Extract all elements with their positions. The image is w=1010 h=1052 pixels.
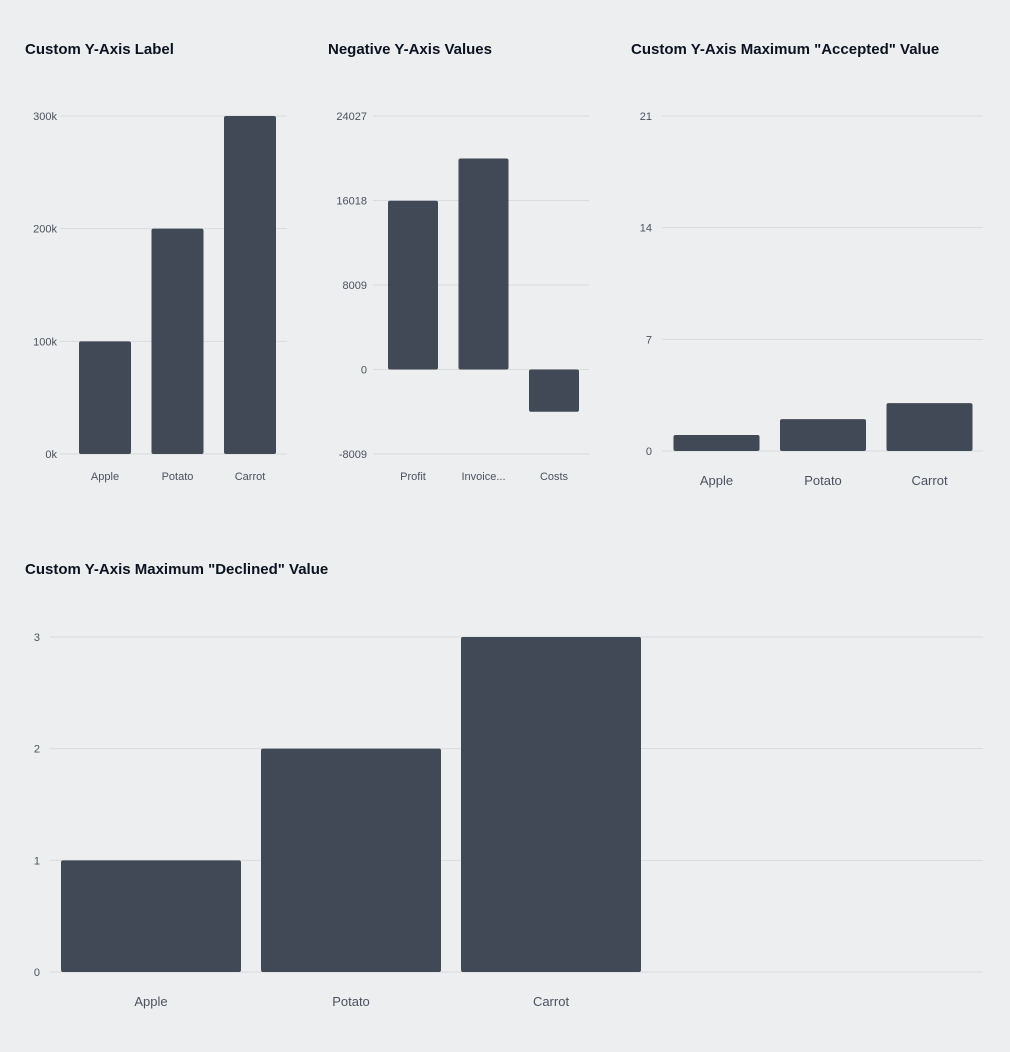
x-tick-label: Profit <box>400 471 426 483</box>
x-tick-label: Costs <box>540 471 569 483</box>
y-tick-label: 2 <box>34 744 40 756</box>
bar <box>886 403 973 451</box>
x-tick-label: Potato <box>804 473 842 488</box>
y-tick-label: 3 <box>34 632 40 644</box>
bar <box>261 748 441 972</box>
chart-negative-y-axis-values: Negative Y-Axis Values <box>328 41 618 501</box>
bar <box>61 860 241 972</box>
y-tick-label: 7 <box>646 334 652 346</box>
chart-title: Custom Y-Axis Label <box>25 41 174 58</box>
chart-custom-y-axis-label: Custom Y-Axis Label <box>25 41 315 501</box>
y-tick-label: 8009 <box>343 280 367 292</box>
x-tick-label: Potato <box>332 994 370 1009</box>
bar <box>780 419 866 451</box>
y-tick-label: 16018 <box>336 196 367 208</box>
chart-title: Negative Y-Axis Values <box>328 41 492 58</box>
y-tick-label: 200k <box>33 224 57 236</box>
chart-y-axis-max-accepted: Custom Y-Axis Maximum "Accepted" Value <box>631 41 991 501</box>
y-tick-label: 14 <box>640 223 652 235</box>
chart-title: Custom Y-Axis Maximum "Declined" Value <box>25 561 329 578</box>
x-tick-label: Apple <box>91 471 119 483</box>
bar <box>461 637 641 972</box>
x-tick-label: Carrot <box>235 471 266 483</box>
x-tick-label: Apple <box>700 473 733 488</box>
chart-y-axis-max-declined: Custom Y-Axis Maximum "Declined" Value <box>25 561 995 1031</box>
bar <box>458 158 509 370</box>
x-tick-label: Potato <box>162 471 194 483</box>
y-tick-label: 0 <box>646 446 652 458</box>
x-tick-label: Invoice... <box>461 471 505 483</box>
bar <box>79 341 131 454</box>
y-tick-label: -8009 <box>339 449 367 461</box>
x-tick-label: Carrot <box>533 994 570 1009</box>
chart-title: Custom Y-Axis Maximum "Accepted" Value <box>631 41 940 58</box>
y-tick-label: 0k <box>45 449 57 461</box>
bar <box>224 116 276 454</box>
x-tick-label: Carrot <box>911 473 948 488</box>
x-tick-label: Apple <box>134 994 167 1009</box>
y-tick-label: 1 <box>34 855 40 867</box>
y-tick-label: 300k <box>33 111 57 123</box>
bar <box>151 228 204 454</box>
y-tick-label: 100k <box>33 336 57 348</box>
bar <box>388 200 438 370</box>
y-tick-label: 0 <box>361 365 367 377</box>
bar <box>673 435 760 451</box>
y-tick-label: 0 <box>34 967 40 979</box>
y-tick-label: 24027 <box>336 111 367 123</box>
bar <box>529 369 579 412</box>
y-tick-label: 21 <box>640 111 652 123</box>
